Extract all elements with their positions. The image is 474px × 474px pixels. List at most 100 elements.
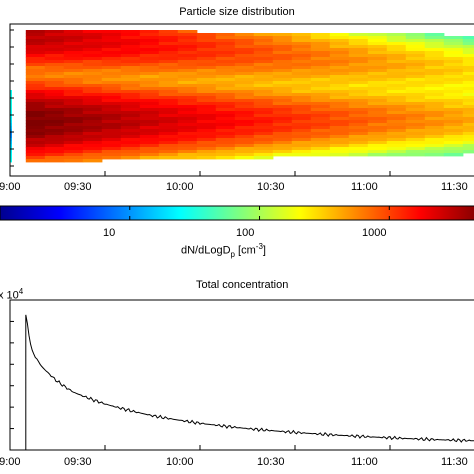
heatmap-cell	[25, 99, 46, 103]
heatmap-cell	[310, 102, 331, 106]
heatmap-cell	[367, 147, 388, 151]
heatmap-cell	[329, 93, 350, 97]
heatmap-cell	[310, 135, 331, 139]
heatmap-cell	[386, 93, 407, 97]
heatmap-cell	[253, 51, 274, 55]
heatmap-cell	[253, 141, 274, 145]
heatmap-cell	[82, 120, 103, 124]
heatmap-cell	[101, 51, 122, 55]
heatmap-cell	[234, 36, 255, 40]
heatmap-cell	[234, 111, 255, 115]
heatmap-cell	[348, 48, 369, 52]
heatmap-cell	[82, 60, 103, 64]
heatmap-cell	[405, 111, 426, 115]
heatmap-cell	[443, 105, 464, 109]
heatmap-cell	[367, 54, 388, 58]
heatmap-cell	[158, 54, 179, 58]
heatmap-x-tick-label: 09:30	[64, 181, 92, 193]
heatmap-cell	[44, 75, 65, 79]
heatmap-cell	[63, 42, 84, 46]
line-x-tick-label: 10:30	[257, 456, 285, 468]
heatmap-cell	[234, 96, 255, 100]
heatmap-cell	[101, 156, 122, 160]
heatmap-cell	[348, 54, 369, 58]
heatmap-cell	[443, 150, 464, 154]
heatmap-cell	[291, 141, 312, 145]
heatmap-cell	[196, 156, 217, 160]
heatmap-cell	[310, 120, 331, 124]
heatmap-cell	[462, 135, 474, 139]
heatmap-cell	[367, 48, 388, 52]
heatmap-cell	[196, 111, 217, 115]
heatmap-cell	[101, 42, 122, 46]
heatmap-x-tick-label: 09:00	[0, 181, 21, 193]
heatmap-cell	[196, 51, 217, 55]
heatmap-plot-area	[10, 30, 474, 163]
heatmap-cell	[443, 78, 464, 82]
heatmap-cell	[177, 84, 198, 88]
heatmap-cell	[158, 90, 179, 94]
heatmap-cell	[25, 90, 46, 94]
heatmap-cell	[424, 57, 445, 61]
heatmap-cell	[44, 39, 65, 43]
heatmap-cell	[424, 150, 445, 154]
heatmap-cell	[405, 36, 426, 40]
heatmap-cell	[424, 108, 445, 112]
heatmap-cell	[291, 57, 312, 61]
heatmap-cell	[139, 75, 160, 79]
heatmap-cell	[329, 135, 350, 139]
heatmap-cell	[405, 120, 426, 124]
heatmap-cell	[158, 117, 179, 121]
heatmap-cell	[10, 90, 12, 94]
heatmap-cell	[101, 30, 122, 34]
heatmap-cell	[310, 108, 331, 112]
heatmap-cell	[405, 60, 426, 64]
heatmap-cell	[386, 90, 407, 94]
heatmap-cell	[253, 105, 274, 109]
heatmap-cell	[44, 45, 65, 49]
heatmap-cell	[196, 54, 217, 58]
heatmap-cell	[177, 93, 198, 97]
heatmap-cell	[82, 78, 103, 82]
heatmap-cell	[386, 147, 407, 151]
heatmap-cell	[120, 135, 141, 139]
heatmap-cell	[367, 117, 388, 121]
heatmap-cell	[158, 93, 179, 97]
heatmap-cell	[63, 75, 84, 79]
heatmap-cell	[139, 84, 160, 88]
heatmap-cell	[120, 54, 141, 58]
heatmap-cell	[272, 126, 293, 130]
heatmap-cell	[310, 114, 331, 118]
heatmap-cell	[120, 129, 141, 133]
heatmap-cell	[234, 42, 255, 46]
heatmap-cell	[44, 81, 65, 85]
heatmap-x-tick-label: 10:00	[166, 181, 194, 193]
heatmap-cell	[272, 51, 293, 55]
heatmap-cell	[405, 75, 426, 79]
heatmap-cell	[329, 45, 350, 49]
heatmap-cell	[177, 33, 198, 37]
heatmap-cell	[462, 126, 474, 130]
heatmap-cell	[291, 126, 312, 130]
heatmap-cell	[462, 117, 474, 121]
heatmap-cell	[158, 135, 179, 139]
heatmap-cell	[25, 102, 46, 106]
heatmap-cell	[120, 90, 141, 94]
heatmap-cell	[367, 39, 388, 43]
heatmap-cell	[101, 150, 122, 154]
heatmap-cell	[44, 144, 65, 148]
heatmap-cell	[139, 129, 160, 133]
heatmap-cell	[329, 90, 350, 94]
heatmap-cell	[253, 60, 274, 64]
heatmap-cell	[462, 36, 474, 40]
heatmap-cell	[177, 126, 198, 130]
heatmap-cell	[25, 114, 46, 118]
heatmap-cell	[120, 108, 141, 112]
heatmap-cell	[443, 66, 464, 70]
heatmap-cell	[443, 63, 464, 67]
heatmap-cell	[329, 87, 350, 91]
heatmap-cell	[82, 159, 103, 163]
heatmap-cell	[120, 117, 141, 121]
heatmap-cell	[120, 120, 141, 124]
